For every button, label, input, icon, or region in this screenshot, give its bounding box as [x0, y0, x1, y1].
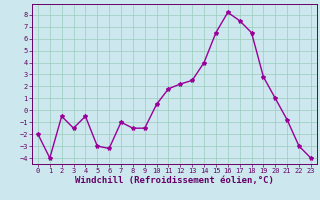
X-axis label: Windchill (Refroidissement éolien,°C): Windchill (Refroidissement éolien,°C) — [75, 176, 274, 185]
